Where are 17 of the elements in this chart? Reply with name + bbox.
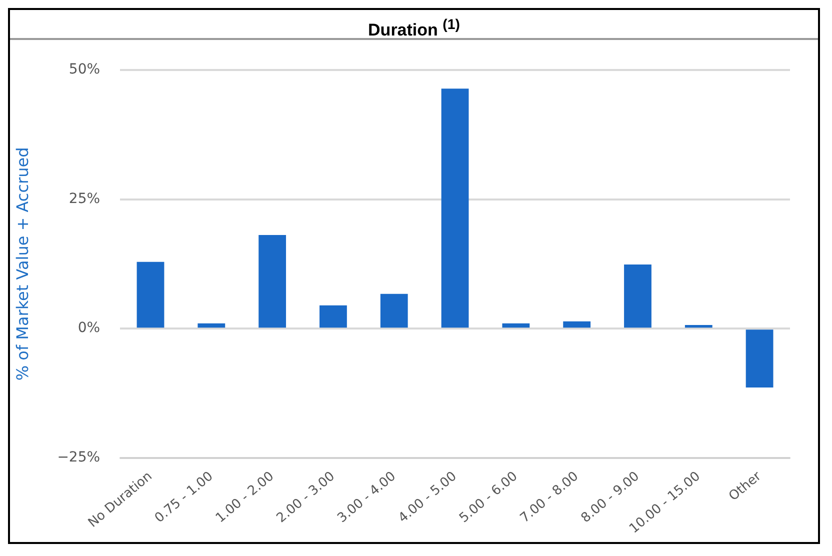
y-tick-label: 50% [68,62,100,78]
bar [624,264,652,328]
y-tick-label: 25% [68,190,100,207]
bar [684,324,712,328]
y-tick-label: 0% [78,320,100,336]
bar [502,323,530,328]
bar [563,321,591,328]
bar [746,330,774,388]
y-axis-title: % of Market Value + Accrued [12,147,32,381]
bar [380,294,408,328]
bar [198,323,226,328]
bar [258,234,286,328]
y-tick-label: −25% [57,450,100,466]
bar [136,262,164,328]
chart-title: Duration $^{(1)}$ [10,10,818,40]
bar [441,88,469,328]
bar [320,305,347,328]
